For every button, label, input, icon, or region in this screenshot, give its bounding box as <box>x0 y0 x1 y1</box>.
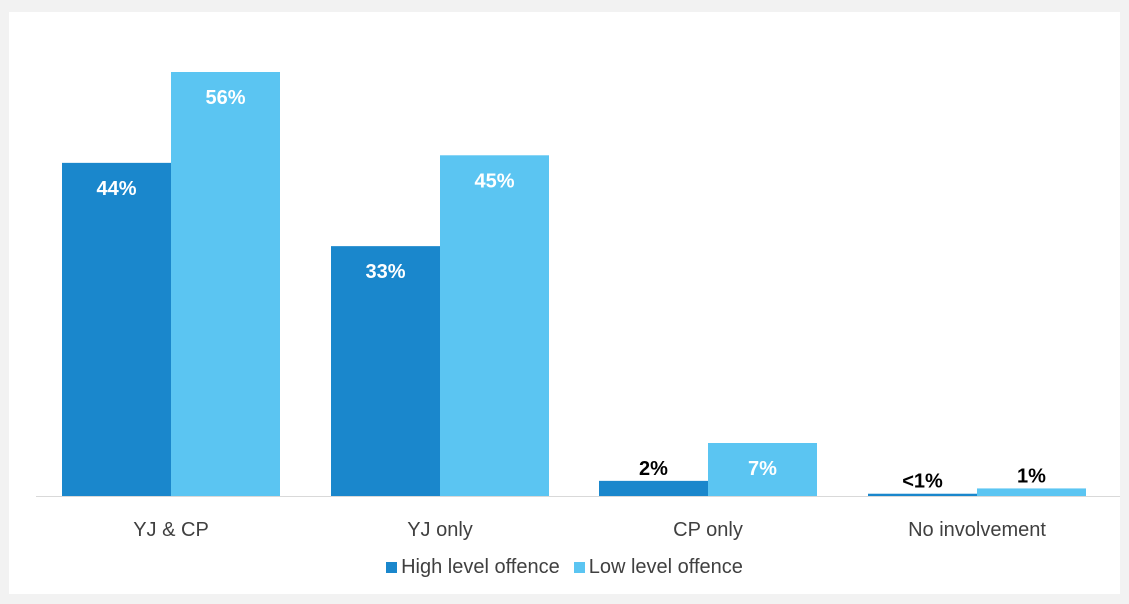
data-label: 1% <box>1017 465 1046 487</box>
bar-low-3 <box>977 488 1086 496</box>
bar-low-2 <box>708 443 817 496</box>
data-label: 44% <box>96 178 136 200</box>
x-tick-label: YJ only <box>407 519 473 541</box>
bar-low-1 <box>440 155 549 497</box>
legend-label: High level offence <box>401 556 560 578</box>
x-tick-label: YJ & CP <box>133 519 209 541</box>
data-label: 45% <box>474 170 514 192</box>
legend-label: Low level offence <box>588 556 743 578</box>
legend-item: High level offence <box>386 556 560 579</box>
data-label: 56% <box>205 87 245 109</box>
data-label: <1% <box>902 471 943 493</box>
data-label: 7% <box>748 458 777 480</box>
data-label: 2% <box>639 458 668 480</box>
bar-high-3 <box>868 493 977 496</box>
legend-swatch <box>573 562 585 573</box>
legend: High level offence Low level offence <box>0 556 1129 579</box>
legend-item: Low level offence <box>573 556 743 579</box>
bar-high-0 <box>62 162 171 496</box>
x-tick-label: No involvement <box>908 519 1046 541</box>
x-tick-label: CP only <box>673 519 743 541</box>
bar-high-1 <box>331 246 440 496</box>
legend-swatch <box>386 562 398 573</box>
bar-low-0 <box>171 72 280 496</box>
bar-high-2 <box>599 480 708 496</box>
data-label: 33% <box>365 261 405 283</box>
